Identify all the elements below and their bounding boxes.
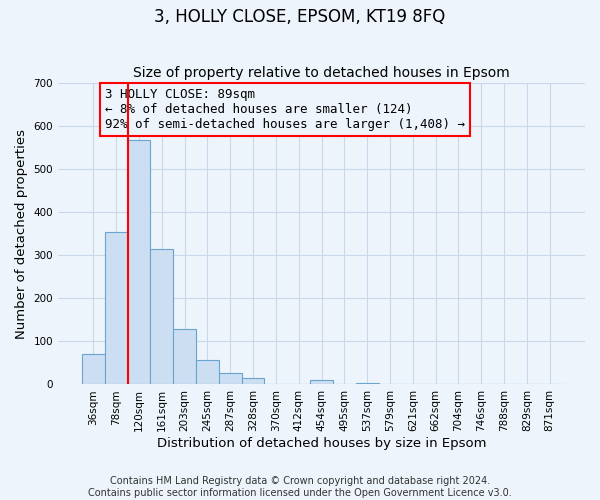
Bar: [151, 250, 173, 384]
Bar: [173, 328, 196, 384]
Y-axis label: Number of detached properties: Number of detached properties: [15, 129, 28, 339]
Title: Size of property relative to detached houses in Epsom: Size of property relative to detached ho…: [133, 66, 510, 80]
Bar: [105, 232, 128, 384]
Bar: [196, 360, 219, 384]
X-axis label: Distribution of detached houses by size in Epsom: Distribution of detached houses by size …: [157, 437, 486, 450]
Bar: [356, 383, 379, 384]
Bar: [242, 378, 265, 384]
Bar: [82, 354, 105, 384]
Bar: [310, 380, 333, 384]
Bar: [128, 140, 151, 384]
Text: 3 HOLLY CLOSE: 89sqm
← 8% of detached houses are smaller (124)
92% of semi-detac: 3 HOLLY CLOSE: 89sqm ← 8% of detached ho…: [106, 88, 466, 131]
Text: Contains HM Land Registry data © Crown copyright and database right 2024.
Contai: Contains HM Land Registry data © Crown c…: [88, 476, 512, 498]
Text: 3, HOLLY CLOSE, EPSOM, KT19 8FQ: 3, HOLLY CLOSE, EPSOM, KT19 8FQ: [154, 8, 446, 26]
Bar: [219, 373, 242, 384]
